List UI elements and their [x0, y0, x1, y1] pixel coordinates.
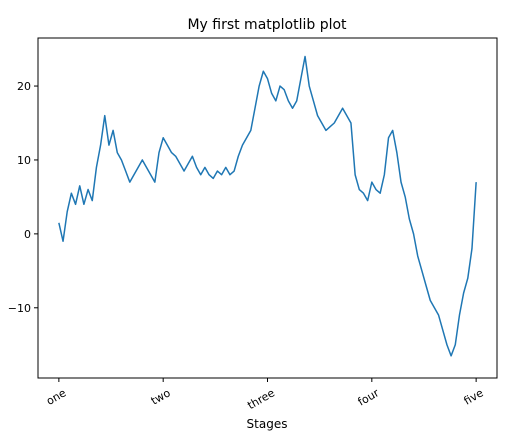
y-tick-label: 0: [24, 228, 31, 241]
series-line: [58, 55, 477, 357]
x-tick-label: four: [356, 386, 382, 409]
plot-frame: [37, 37, 498, 379]
x-tick-label: two: [149, 386, 173, 407]
x-axis: one two three four five: [44, 378, 486, 412]
x-tick-label: one: [44, 386, 68, 408]
y-axis: −10 0 10 20: [8, 80, 38, 315]
x-axis-label: Stages: [247, 417, 288, 431]
series-layer: [58, 55, 477, 357]
y-tick-label: −10: [8, 302, 31, 315]
y-tick-label: 20: [17, 80, 31, 93]
chart-title: My first matplotlib plot: [187, 17, 347, 33]
x-tick-label: five: [462, 386, 486, 407]
y-tick-label: 10: [17, 154, 31, 167]
x-tick-label: three: [245, 386, 277, 412]
